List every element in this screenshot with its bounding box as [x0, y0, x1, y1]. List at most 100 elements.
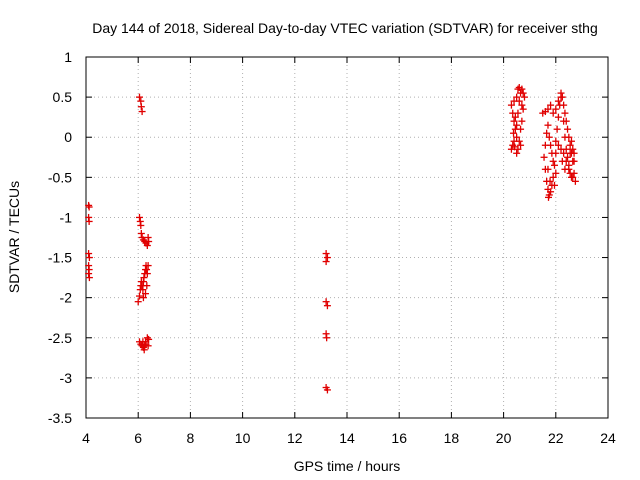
data-point — [515, 137, 523, 145]
data-point — [143, 282, 151, 290]
data-point — [136, 93, 144, 101]
chart-title: Day 144 of 2018, Sidereal Day-to-day VTE… — [92, 20, 598, 36]
data-point — [145, 335, 153, 343]
data-point — [554, 113, 562, 121]
data-point — [549, 109, 557, 117]
data-point — [557, 93, 565, 101]
data-point — [520, 93, 528, 101]
data-point — [143, 266, 151, 274]
data-point — [143, 242, 151, 250]
data-point — [513, 149, 521, 157]
x-tick-label: 20 — [496, 430, 512, 446]
data-point — [518, 117, 526, 125]
data-point — [85, 270, 93, 278]
y-tick-label: -0.5 — [48, 169, 72, 185]
data-point — [549, 173, 557, 181]
data-point — [137, 221, 145, 229]
data-point — [518, 101, 526, 109]
x-tick-label: 18 — [444, 430, 460, 446]
axis-ticks — [85, 56, 609, 419]
data-point — [142, 290, 150, 298]
data-point — [138, 108, 146, 116]
y-tick-label: 0 — [64, 129, 72, 145]
data-point — [561, 165, 569, 173]
data-point — [567, 173, 575, 181]
x-tick-label: 12 — [287, 430, 303, 446]
data-point — [511, 113, 519, 121]
data-point — [561, 133, 569, 141]
data-point — [564, 153, 572, 161]
data-point — [545, 133, 553, 141]
data-point — [515, 83, 523, 91]
y-tick-label: -2 — [60, 290, 73, 306]
data-point — [144, 262, 152, 270]
data-point — [540, 153, 548, 161]
data-point — [550, 181, 558, 189]
data-point — [510, 97, 518, 105]
y-tick-label: 0.5 — [53, 89, 73, 105]
data-point — [323, 334, 331, 342]
data-point — [547, 141, 555, 149]
y-tick-label: -3 — [60, 370, 73, 386]
data-point — [550, 161, 558, 169]
x-tick-label: 22 — [548, 430, 564, 446]
data-point — [553, 125, 561, 133]
data-point — [566, 169, 574, 177]
data-point — [562, 145, 570, 153]
x-tick-label: 8 — [187, 430, 195, 446]
data-point — [145, 238, 153, 246]
data-point — [323, 302, 331, 310]
data-point — [544, 165, 552, 173]
data-point — [544, 193, 552, 201]
data-point — [143, 334, 151, 342]
data-point — [543, 129, 551, 137]
data-point — [85, 254, 93, 262]
data-point — [143, 270, 151, 278]
data-point — [513, 133, 521, 141]
grid-lines — [86, 57, 608, 418]
data-point — [570, 157, 578, 165]
data-point — [561, 109, 569, 117]
y-tick-label: -3.5 — [48, 410, 72, 426]
data-point — [507, 101, 515, 109]
data-point — [323, 386, 331, 394]
data-point — [144, 342, 152, 350]
data-point — [136, 292, 144, 300]
data-point — [567, 137, 575, 145]
x-tick-label: 4 — [82, 430, 90, 446]
data-point — [560, 149, 568, 157]
data-point — [514, 85, 522, 93]
data-point — [552, 105, 560, 113]
x-tick-label: 14 — [339, 430, 355, 446]
data-point — [137, 103, 145, 111]
data-point — [322, 258, 330, 266]
x-axis-label: GPS time / hours — [294, 458, 401, 474]
data-point — [554, 97, 562, 105]
data-point — [510, 117, 518, 125]
data-point — [549, 157, 557, 165]
data-point — [554, 141, 562, 149]
data-point — [136, 213, 144, 221]
data-point — [552, 137, 560, 145]
data-point — [558, 157, 566, 165]
y-axis-label: SDTVAR / TECUs — [6, 181, 22, 293]
data-point — [517, 141, 525, 149]
y-tick-label: 1 — [64, 49, 72, 65]
data-point — [322, 298, 330, 306]
data-point — [85, 217, 93, 225]
data-points — [85, 83, 579, 394]
data-point — [552, 169, 560, 177]
data-point — [322, 250, 330, 258]
data-point — [547, 101, 555, 109]
x-tick-label: 16 — [391, 430, 407, 446]
data-point — [85, 274, 93, 282]
data-point — [134, 298, 142, 306]
data-point — [566, 141, 574, 149]
data-point — [513, 121, 521, 129]
y-tick-label: -1.5 — [48, 250, 72, 266]
data-point — [517, 125, 525, 133]
data-point — [544, 185, 552, 193]
y-tick-label: -2.5 — [48, 330, 72, 346]
